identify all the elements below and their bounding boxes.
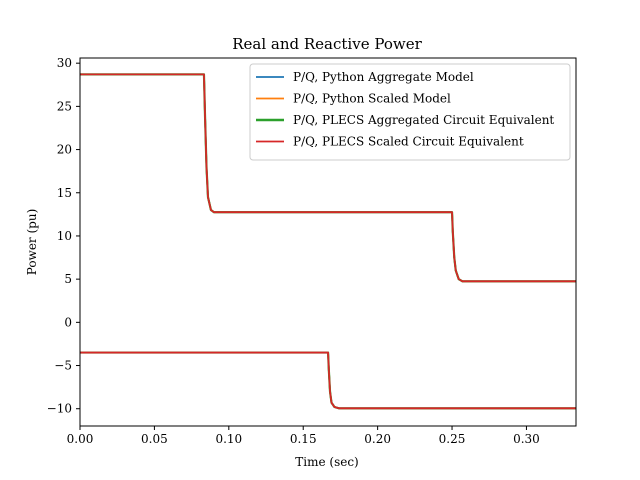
series-line-4-curve-2 [80, 351, 576, 410]
x-tick-label: 0.15 [290, 432, 317, 446]
y-tick-label: 30 [57, 56, 72, 70]
series-line-4-curve-1 [80, 73, 576, 283]
y-axis-label: Power (pu) [25, 209, 39, 276]
legend-label-1: P/Q, Python Aggregate Model [293, 70, 474, 84]
x-tick-label: 0.05 [141, 432, 168, 446]
y-tick-label: 20 [57, 143, 72, 157]
legend-box [249, 63, 571, 161]
y-tick-label: 5 [64, 272, 72, 286]
chart-title: Real and Reactive Power [232, 35, 422, 53]
legend-label-4: P/Q, PLECS Scaled Circuit Equivalent [293, 135, 524, 149]
y-tick-label: 0 [64, 315, 72, 329]
x-axis-label: Time (sec) [295, 455, 358, 469]
x-tick-label: 0.30 [513, 432, 540, 446]
x-tick-label: 0.00 [67, 432, 94, 446]
plot-frame [79, 57, 577, 427]
series-layer [80, 73, 576, 410]
axes-layer: 0.00 0.05 0.10 0.15 0.20 0.25 0.30 −10 −5 0 5 10 15 2… [47, 56, 577, 446]
x-tick-label: 0.20 [364, 432, 391, 446]
x-tick-label: 0.25 [439, 432, 466, 446]
y-tick-label: 25 [57, 99, 72, 113]
legend-label-2: P/Q, Python Scaled Model [293, 92, 451, 106]
y-tick-label: −10 [47, 402, 72, 416]
y-tick-label: 10 [57, 229, 72, 243]
legend: P/Q, Python Aggregate Model P/Q, Python S… [249, 63, 571, 161]
legend-label-3: P/Q, PLECS Aggregated Circuit Equivalent [293, 113, 554, 127]
x-tick-label: 0.10 [215, 432, 242, 446]
y-tick-label: −5 [54, 359, 72, 373]
y-tick-label: 15 [57, 186, 72, 200]
